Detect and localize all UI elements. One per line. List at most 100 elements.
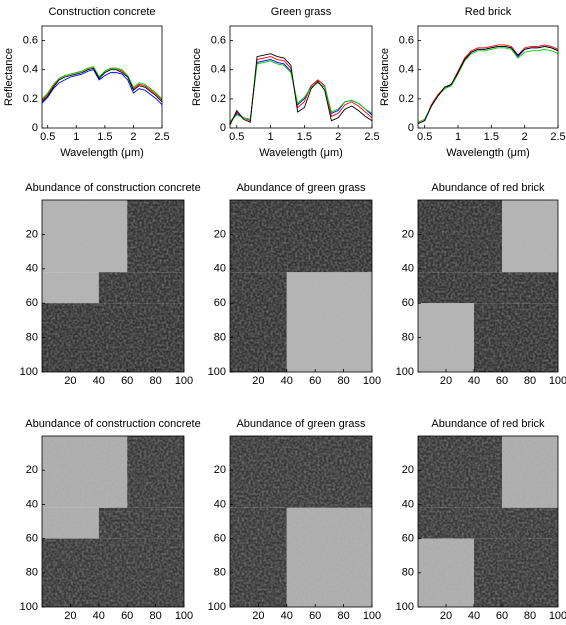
y-tick-label: 40 <box>26 263 38 275</box>
chart-title: Abundance of construction concrete <box>25 182 201 194</box>
x-tick-label: 1.5 <box>297 131 312 143</box>
x-axis-label: Wavelength (μm) <box>60 147 144 159</box>
x-tick-label: 60 <box>309 375 321 387</box>
x-tick-label: 80 <box>149 610 161 622</box>
noise-texture <box>230 436 372 607</box>
x-tick-label: 2.5 <box>154 131 169 143</box>
x-tick-label: 80 <box>524 610 536 622</box>
y-tick-label: 0.2 <box>399 93 414 105</box>
x-tick-label: 60 <box>121 375 133 387</box>
y-tick-label: 100 <box>208 601 226 613</box>
chart-title: Abundance of green grass <box>236 182 366 194</box>
plot-frame <box>229 435 373 608</box>
y-tick-label: 80 <box>26 332 38 344</box>
chart-title: Abundance of red brick <box>431 418 545 430</box>
series-line <box>417 44 559 125</box>
x-tick-label: 40 <box>281 610 293 622</box>
y-tick-label: 20 <box>214 228 226 240</box>
y-tick-label: 40 <box>26 498 38 510</box>
y-tick-label: 0 <box>408 122 414 134</box>
chart-title: Construction concrete <box>49 6 156 18</box>
y-tick-label: 60 <box>402 297 414 309</box>
y-tick-label: 0.2 <box>23 93 38 105</box>
x-tick-label: 1 <box>455 131 461 143</box>
noise-texture <box>42 200 184 372</box>
x-tick-label: 20 <box>440 610 452 622</box>
chart-title: Green grass <box>271 6 332 18</box>
x-tick-label: 40 <box>93 375 105 387</box>
y-tick-label: 0.6 <box>211 34 226 46</box>
y-tick-label: 80 <box>214 567 226 579</box>
y-tick-label: 100 <box>20 366 38 378</box>
noise-texture <box>42 436 184 607</box>
x-tick-label: 0.5 <box>40 131 55 143</box>
y-tick-label: 60 <box>26 297 38 309</box>
x-tick-label: 1.5 <box>97 131 112 143</box>
y-tick-label: 60 <box>26 533 38 545</box>
x-tick-label: 80 <box>149 375 161 387</box>
series-line <box>417 45 559 125</box>
x-tick-label: 60 <box>496 610 508 622</box>
y-tick-label: 40 <box>214 263 226 275</box>
x-tick-label: 20 <box>440 375 452 387</box>
series-line <box>41 66 163 100</box>
chart-title: Abundance of green grass <box>236 418 366 430</box>
series-line <box>417 47 559 123</box>
plot-frame <box>229 199 373 373</box>
x-tick-label: 2.5 <box>550 131 565 143</box>
y-tick-label: 60 <box>214 533 226 545</box>
y-tick-label: 20 <box>402 228 414 240</box>
y-tick-label: 80 <box>26 567 38 579</box>
y-tick-label: 0.6 <box>399 34 414 46</box>
x-tick-label: 80 <box>337 610 349 622</box>
x-tick-label: 2.5 <box>364 131 379 143</box>
x-tick-label: 80 <box>337 375 349 387</box>
x-tick-label: 20 <box>252 610 264 622</box>
y-tick-label: 20 <box>402 464 414 476</box>
chart-title: Abundance of construction concrete <box>25 418 201 430</box>
x-tick-label: 2 <box>522 131 528 143</box>
x-tick-label: 100 <box>363 375 381 387</box>
y-tick-label: 0.4 <box>211 64 226 76</box>
x-tick-label: 100 <box>363 610 381 622</box>
y-tick-label: 100 <box>396 601 414 613</box>
series-line <box>41 69 163 106</box>
plot-frame <box>41 199 185 373</box>
y-tick-label: 60 <box>402 533 414 545</box>
y-tick-label: 0 <box>220 122 226 134</box>
series-line <box>229 53 373 126</box>
x-tick-label: 1 <box>268 131 274 143</box>
y-tick-label: 60 <box>214 297 226 309</box>
x-tick-label: 20 <box>64 375 76 387</box>
x-tick-label: 1.5 <box>484 131 499 143</box>
x-tick-label: 20 <box>64 610 76 622</box>
y-tick-label: 0.6 <box>23 34 38 46</box>
plot-frame <box>417 199 559 373</box>
y-tick-label: 100 <box>396 366 414 378</box>
noise-texture <box>230 200 372 372</box>
x-axis-label: Wavelength (μm) <box>259 147 343 159</box>
x-tick-label: 40 <box>468 375 480 387</box>
x-tick-label: 100 <box>175 375 193 387</box>
y-tick-label: 20 <box>26 228 38 240</box>
y-tick-label: 20 <box>214 464 226 476</box>
y-tick-label: 80 <box>214 332 226 344</box>
plot-frame <box>417 435 559 608</box>
y-tick-label: 20 <box>26 464 38 476</box>
x-tick-label: 0.5 <box>229 131 244 143</box>
y-tick-label: 40 <box>402 498 414 510</box>
y-axis-label: Reflectance <box>191 48 203 106</box>
y-tick-label: 100 <box>20 601 38 613</box>
x-tick-label: 100 <box>175 610 193 622</box>
series-line <box>41 66 163 101</box>
y-tick-label: 0.4 <box>23 64 38 76</box>
x-tick-label: 60 <box>121 610 133 622</box>
noise-texture <box>418 436 558 607</box>
x-tick-label: 60 <box>496 375 508 387</box>
x-tick-label: 40 <box>93 610 105 622</box>
y-tick-label: 80 <box>402 332 414 344</box>
x-axis-label: Wavelength (μm) <box>446 147 530 159</box>
x-tick-label: 20 <box>252 375 264 387</box>
x-tick-label: 100 <box>549 610 566 622</box>
plot-frame <box>41 25 163 129</box>
